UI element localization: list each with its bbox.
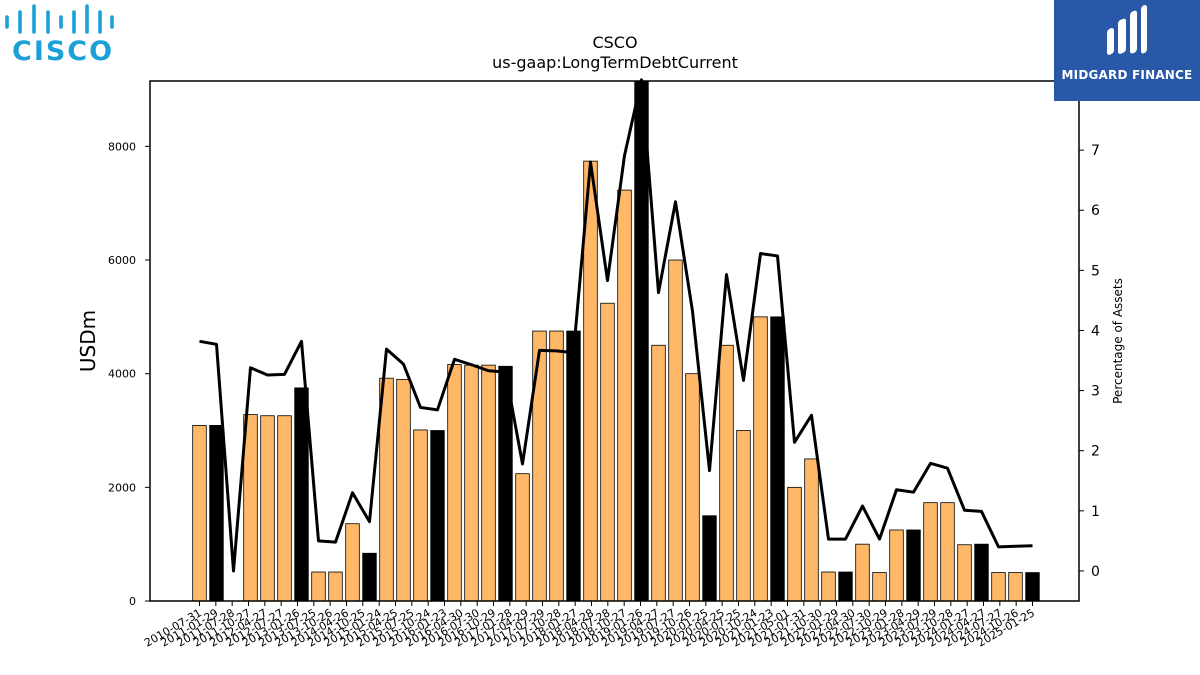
bar-22 [566,330,581,602]
bar-47 [991,572,1006,602]
bar-27 [651,344,666,602]
chart-title: CSCO [592,33,637,52]
bar-17 [481,364,496,602]
bar-4 [260,415,275,602]
bar-29 [685,373,700,602]
bar-6 [294,387,309,602]
x-axis-ticks: 2010-07-312011-01-292011-07-282011-10-27… [142,601,1037,650]
bar-0 [192,424,207,602]
y2-tick-label: 6 [1091,203,1100,219]
chart-subtitle: us-gaap:LongTermDebtCurrent [492,53,738,72]
bar-19 [515,473,530,602]
y-tick-label: 0 [129,595,136,608]
y2-tick-label: 1 [1091,504,1100,520]
y-tick-label: 4000 [108,368,136,381]
bar-16 [464,364,479,602]
cisco-logo: CISCO [0,0,120,70]
y2-tick-label: 5 [1091,263,1100,279]
pct-line [199,78,1033,573]
y2-axis-ticks: 0 1 2 3 4 5 6 7 [1079,143,1100,580]
pct-line-group [199,78,1033,573]
bar-28 [668,259,683,602]
bar-46 [974,543,989,602]
y2-axis-label: Percentage of Assets [1111,278,1125,404]
bar-9 [345,523,360,602]
bar-42 [906,529,921,602]
bars-group [192,80,1040,602]
y-axis-ticks: 0 2000 4000 6000 8000 [108,140,150,608]
bar-26 [634,80,649,602]
bar-13 [413,429,428,602]
cisco-wordmark: CISCO [12,36,115,67]
bar-32 [736,430,751,602]
y2-tick-label: 3 [1091,384,1100,400]
bar-1 [209,424,224,602]
midgard-wordmark: MIDGARD FINANCE [1061,68,1193,82]
y2-tick-label: 0 [1091,564,1100,580]
bar-8 [328,571,343,602]
midgard-emblem-icon [1107,5,1147,55]
bar-15 [447,364,462,602]
bar-37 [821,571,836,602]
bar-14 [430,430,445,602]
y2-tick-label: 4 [1091,323,1100,339]
bar-38 [838,571,853,602]
bar-41 [889,529,904,602]
y-tick-label: 6000 [108,254,136,267]
bar-24 [600,302,615,602]
bar-21 [549,330,564,602]
bar-44 [940,502,955,602]
bar-10 [362,552,377,602]
bar-34 [770,316,785,602]
bar-39 [855,543,870,602]
bar-30 [702,515,717,602]
cisco-bars-icon [5,4,114,34]
bar-5 [277,415,292,602]
bar-48 [1008,572,1023,602]
y-tick-label: 2000 [108,481,136,494]
bar-7 [311,571,326,602]
bar-43 [923,502,938,602]
plot-frame [149,80,1080,602]
midgard-finance-logo: MIDGARD FINANCE [1054,0,1200,101]
bar-35 [787,486,802,602]
bar-12 [396,378,411,602]
y-axis-label: USDm [76,310,100,372]
y2-tick-label: 7 [1091,143,1100,159]
bar-33 [753,316,768,602]
bar-25 [617,189,632,602]
bar-40 [872,572,887,602]
bar-31 [719,344,734,602]
bar-45 [957,544,972,602]
bar-36 [804,458,819,602]
bar-20 [532,330,547,602]
y-tick-label: 8000 [108,140,136,153]
bar-49 [1025,572,1040,602]
y2-tick-label: 2 [1091,444,1100,460]
